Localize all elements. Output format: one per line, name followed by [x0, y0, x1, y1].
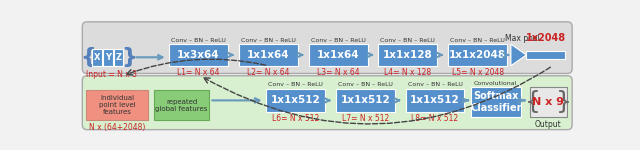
- Text: L4= N x 128: L4= N x 128: [384, 68, 431, 77]
- Text: repeated
global features: repeated global features: [156, 99, 208, 111]
- Text: Max pool: Max pool: [505, 34, 540, 43]
- Text: }: }: [556, 90, 572, 114]
- Text: Softmax
Classifier: Softmax Classifier: [470, 91, 522, 113]
- Text: Conv – BN – ReLU: Conv – BN – ReLU: [310, 38, 365, 43]
- Text: 1x1x512: 1x1x512: [271, 95, 321, 105]
- Bar: [336, 89, 395, 112]
- Text: 1x1x64: 1x1x64: [247, 50, 290, 60]
- Text: Output: Output: [535, 120, 561, 129]
- Text: Convolutional: Convolutional: [474, 81, 518, 86]
- Text: L5= N x 2048: L5= N x 2048: [451, 68, 504, 77]
- FancyBboxPatch shape: [83, 76, 572, 130]
- Text: Conv – BN – ReLU: Conv – BN – ReLU: [450, 38, 505, 43]
- FancyBboxPatch shape: [83, 22, 572, 74]
- Text: {: {: [80, 47, 95, 67]
- Bar: [169, 44, 228, 66]
- Bar: [308, 44, 367, 66]
- Text: Input = N x 3: Input = N x 3: [86, 70, 136, 79]
- Bar: [406, 89, 465, 112]
- Text: 1x1x512: 1x1x512: [340, 95, 390, 105]
- Text: 1x1x2048: 1x1x2048: [449, 50, 506, 60]
- Text: Conv – BN – ReLU: Conv – BN – ReLU: [408, 82, 462, 87]
- Text: 1x1x512: 1x1x512: [410, 95, 460, 105]
- Bar: [154, 90, 209, 120]
- Text: Z: Z: [116, 53, 122, 62]
- Text: Y: Y: [105, 53, 111, 62]
- Bar: [239, 44, 298, 66]
- Text: 1x3x64: 1x3x64: [177, 50, 220, 60]
- Bar: [103, 49, 113, 66]
- Text: Conv – BN – ReLU: Conv – BN – ReLU: [338, 82, 392, 87]
- Text: Conv – BN – ReLU: Conv – BN – ReLU: [380, 38, 435, 43]
- Bar: [529, 87, 566, 117]
- Text: 1x2048: 1x2048: [525, 33, 566, 43]
- Polygon shape: [511, 44, 527, 66]
- Text: Individual
point level
features: Individual point level features: [99, 95, 136, 115]
- Bar: [92, 49, 102, 66]
- Text: L2= N x 64: L2= N x 64: [247, 68, 289, 77]
- Text: 1x1x128: 1x1x128: [383, 50, 433, 60]
- Text: Conv – BN – ReLU: Conv – BN – ReLU: [241, 38, 296, 43]
- Text: Conv – BN – ReLU: Conv – BN – ReLU: [268, 82, 323, 87]
- Text: N x (64+2048): N x (64+2048): [89, 123, 145, 132]
- Bar: [527, 51, 565, 59]
- Text: L6= N x 512: L6= N x 512: [272, 114, 319, 123]
- Text: }: }: [122, 47, 138, 67]
- Text: L1= N x 64: L1= N x 64: [177, 68, 220, 77]
- Text: 1x1x64: 1x1x64: [317, 50, 360, 60]
- Bar: [86, 90, 148, 120]
- Text: N x 9: N x 9: [532, 97, 564, 107]
- Bar: [470, 87, 521, 117]
- Text: X: X: [94, 53, 100, 62]
- Text: Conv – BN – ReLU: Conv – BN – ReLU: [171, 38, 226, 43]
- Bar: [448, 44, 507, 66]
- Text: L8= N x 512: L8= N x 512: [412, 114, 458, 123]
- Bar: [114, 49, 124, 66]
- Bar: [266, 89, 325, 112]
- Text: L3= N x 64: L3= N x 64: [317, 68, 360, 77]
- Bar: [378, 44, 437, 66]
- Text: L7= N x 512: L7= N x 512: [342, 114, 389, 123]
- Text: {: {: [525, 90, 541, 114]
